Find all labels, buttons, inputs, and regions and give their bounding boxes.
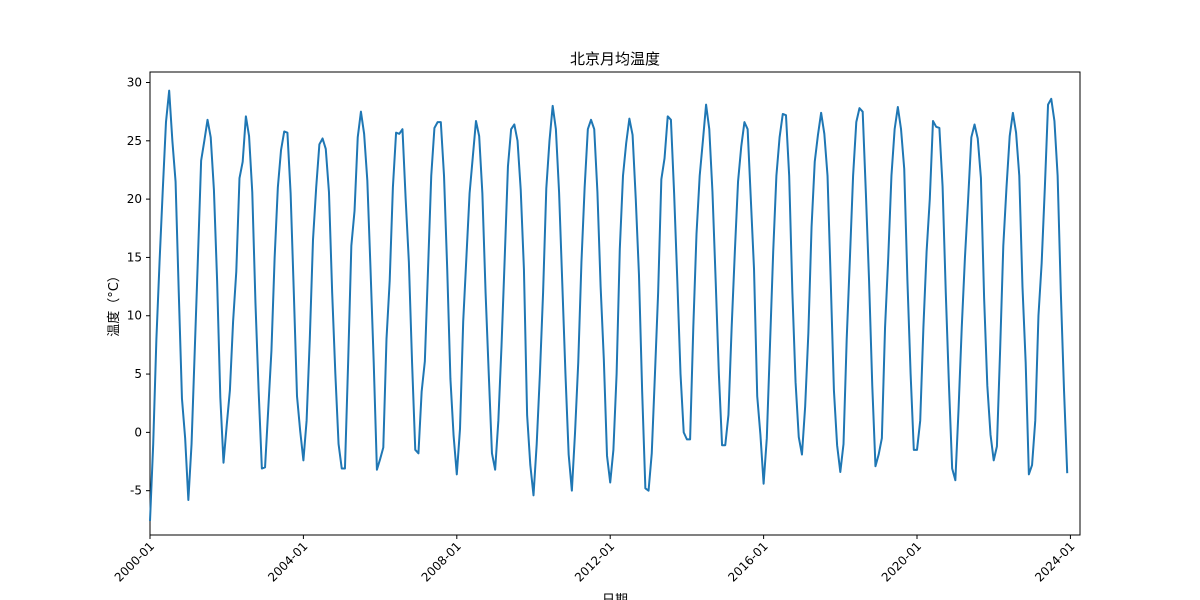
plot-frame	[149, 71, 1081, 536]
y-tick-label: 25	[127, 134, 142, 148]
x-tick-label: 2004-01	[265, 539, 310, 584]
y-tick-label: 20	[127, 192, 142, 206]
x-tick-label: 2020-01	[879, 539, 924, 584]
x-axis-label: 日期	[602, 593, 628, 600]
chart-title: 北京月均温度	[570, 50, 660, 68]
y-tick-label: 0	[134, 425, 142, 439]
series-line-temperature	[149, 89, 1069, 522]
x-tick-label: 2000-01	[112, 539, 157, 584]
y-axis: -5 0 5 10 15 20 25 30	[127, 75, 150, 498]
x-tick-label: 2016-01	[725, 539, 770, 584]
x-tick-label: 2008-01	[419, 539, 464, 584]
x-tick-label: 2024-01	[1032, 539, 1077, 584]
x-tick-label: 2012-01	[572, 539, 617, 584]
y-axis-label: 温度（°C）	[106, 269, 122, 337]
x-axis: 2000-01 2004-01 2008-01 2012-01 2016-01 2020-…	[112, 535, 1078, 585]
y-tick-label: 15	[127, 250, 142, 264]
y-tick-label: 10	[127, 309, 142, 323]
y-tick-label: 30	[127, 75, 142, 89]
y-tick-label: -5	[130, 484, 142, 498]
y-tick-label: 5	[134, 367, 142, 381]
